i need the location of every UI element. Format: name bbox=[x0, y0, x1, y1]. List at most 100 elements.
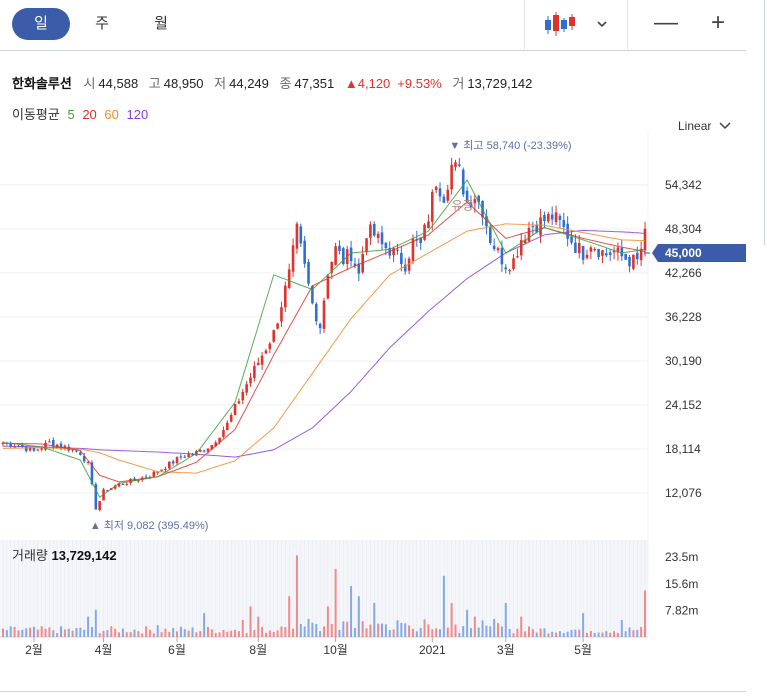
candle-body bbox=[535, 224, 539, 233]
volume-bar bbox=[620, 619, 623, 637]
volume-bar bbox=[632, 630, 635, 637]
volume-bar bbox=[466, 609, 469, 637]
candle-body bbox=[326, 275, 330, 299]
volume-bar bbox=[516, 628, 519, 637]
volume-bar bbox=[307, 618, 310, 637]
open-label: 시 bbox=[83, 76, 96, 91]
volume-bar bbox=[13, 626, 16, 637]
candle-body bbox=[372, 223, 376, 236]
volume-bar bbox=[160, 632, 163, 637]
volume-bar bbox=[497, 623, 500, 637]
price-tick-label: 30,190 bbox=[665, 354, 702, 368]
candle-body bbox=[90, 462, 94, 485]
volume-bar bbox=[284, 626, 287, 637]
volume-bar bbox=[17, 630, 20, 637]
candle-body bbox=[407, 258, 411, 271]
candle-body bbox=[206, 448, 210, 452]
volume-bar bbox=[241, 619, 244, 637]
zoom-out-button[interactable]: — bbox=[654, 9, 678, 36]
volume-tick-label: 23.5m bbox=[665, 550, 698, 564]
candle-body bbox=[318, 323, 322, 329]
candle-body bbox=[632, 254, 635, 269]
x-tick-label: 2021 bbox=[419, 643, 446, 657]
candle-body bbox=[624, 253, 627, 260]
candle-body bbox=[117, 483, 121, 487]
candle-body bbox=[458, 164, 461, 166]
volume-bar bbox=[264, 632, 267, 637]
volume-bar bbox=[419, 628, 422, 637]
volume-bar bbox=[237, 631, 240, 637]
volume-bar bbox=[357, 596, 360, 637]
candle-body bbox=[218, 437, 221, 443]
volume-bar bbox=[408, 625, 411, 637]
price-tick-label: 48,304 bbox=[665, 222, 702, 236]
volume-bar bbox=[555, 632, 558, 637]
candle-body bbox=[380, 232, 384, 245]
candle-body bbox=[55, 444, 59, 448]
volume-bar bbox=[504, 602, 507, 637]
volume-bar bbox=[52, 630, 55, 637]
ma-20-line bbox=[3, 201, 646, 483]
candle-body bbox=[338, 245, 341, 251]
change-value: ▲4,120 bbox=[344, 76, 391, 91]
volume-bar bbox=[187, 630, 190, 637]
volume-bar bbox=[152, 633, 155, 637]
volume-bar bbox=[222, 629, 225, 637]
volume-bar bbox=[295, 555, 298, 637]
candle-body bbox=[98, 501, 101, 511]
candle-body bbox=[547, 214, 550, 222]
scale-mode-dropdown[interactable]: Linear bbox=[678, 119, 731, 133]
volume-bar bbox=[303, 626, 306, 637]
volume-panel-label: 거래량 bbox=[12, 548, 48, 563]
candle-body bbox=[469, 202, 473, 207]
price-tick-label: 36,228 bbox=[665, 310, 702, 324]
candle-body bbox=[44, 442, 47, 450]
candle-body bbox=[589, 247, 593, 252]
chart-type-selector[interactable] bbox=[540, 8, 624, 40]
candle-body bbox=[516, 256, 519, 258]
candle-body bbox=[9, 443, 13, 447]
candle-body bbox=[187, 454, 190, 457]
volume-bar bbox=[226, 631, 229, 637]
volume-tick-label: 15.6m bbox=[665, 577, 698, 591]
tab-month[interactable]: 월 bbox=[154, 15, 168, 32]
volume-bar bbox=[593, 632, 596, 637]
candle-body bbox=[175, 457, 179, 464]
volume-bar bbox=[98, 633, 101, 637]
volume-bar bbox=[605, 631, 608, 637]
candle-body bbox=[608, 252, 612, 256]
candle-body bbox=[137, 480, 140, 482]
candle-body bbox=[512, 258, 515, 270]
candle-body bbox=[400, 252, 403, 265]
low-label: 저 bbox=[214, 76, 227, 91]
volume-bar bbox=[346, 621, 349, 637]
price-tick-label: 24,152 bbox=[665, 398, 702, 412]
volume-bar bbox=[292, 628, 295, 637]
volume-bar bbox=[87, 616, 90, 637]
volume-bar bbox=[44, 628, 47, 637]
volume-bar bbox=[40, 626, 43, 637]
candle-body bbox=[446, 189, 450, 201]
candle-body bbox=[403, 264, 407, 272]
zoom-in-button[interactable]: + bbox=[710, 9, 725, 36]
volume-bar bbox=[469, 628, 472, 637]
candle-body bbox=[430, 191, 434, 222]
volume-bar bbox=[597, 632, 600, 637]
candle-body bbox=[334, 246, 337, 265]
tab-week[interactable]: 주 bbox=[95, 15, 109, 32]
candle-body bbox=[249, 377, 252, 384]
candle-body bbox=[473, 198, 477, 204]
volume-bar bbox=[125, 632, 128, 637]
candle-body bbox=[314, 303, 318, 322]
candle-body bbox=[229, 414, 233, 422]
low-price-marker: ▲ 최저 9,082 (395.49%) bbox=[90, 519, 209, 532]
ma-120-line bbox=[3, 229, 646, 458]
volume-bar bbox=[338, 629, 341, 637]
tab-day[interactable]: 일 bbox=[12, 8, 70, 40]
candle-body bbox=[179, 456, 183, 458]
volume-bar bbox=[79, 627, 82, 637]
ma-60-line bbox=[2, 223, 646, 474]
volume-bar bbox=[500, 626, 503, 637]
candle-body bbox=[79, 452, 82, 455]
